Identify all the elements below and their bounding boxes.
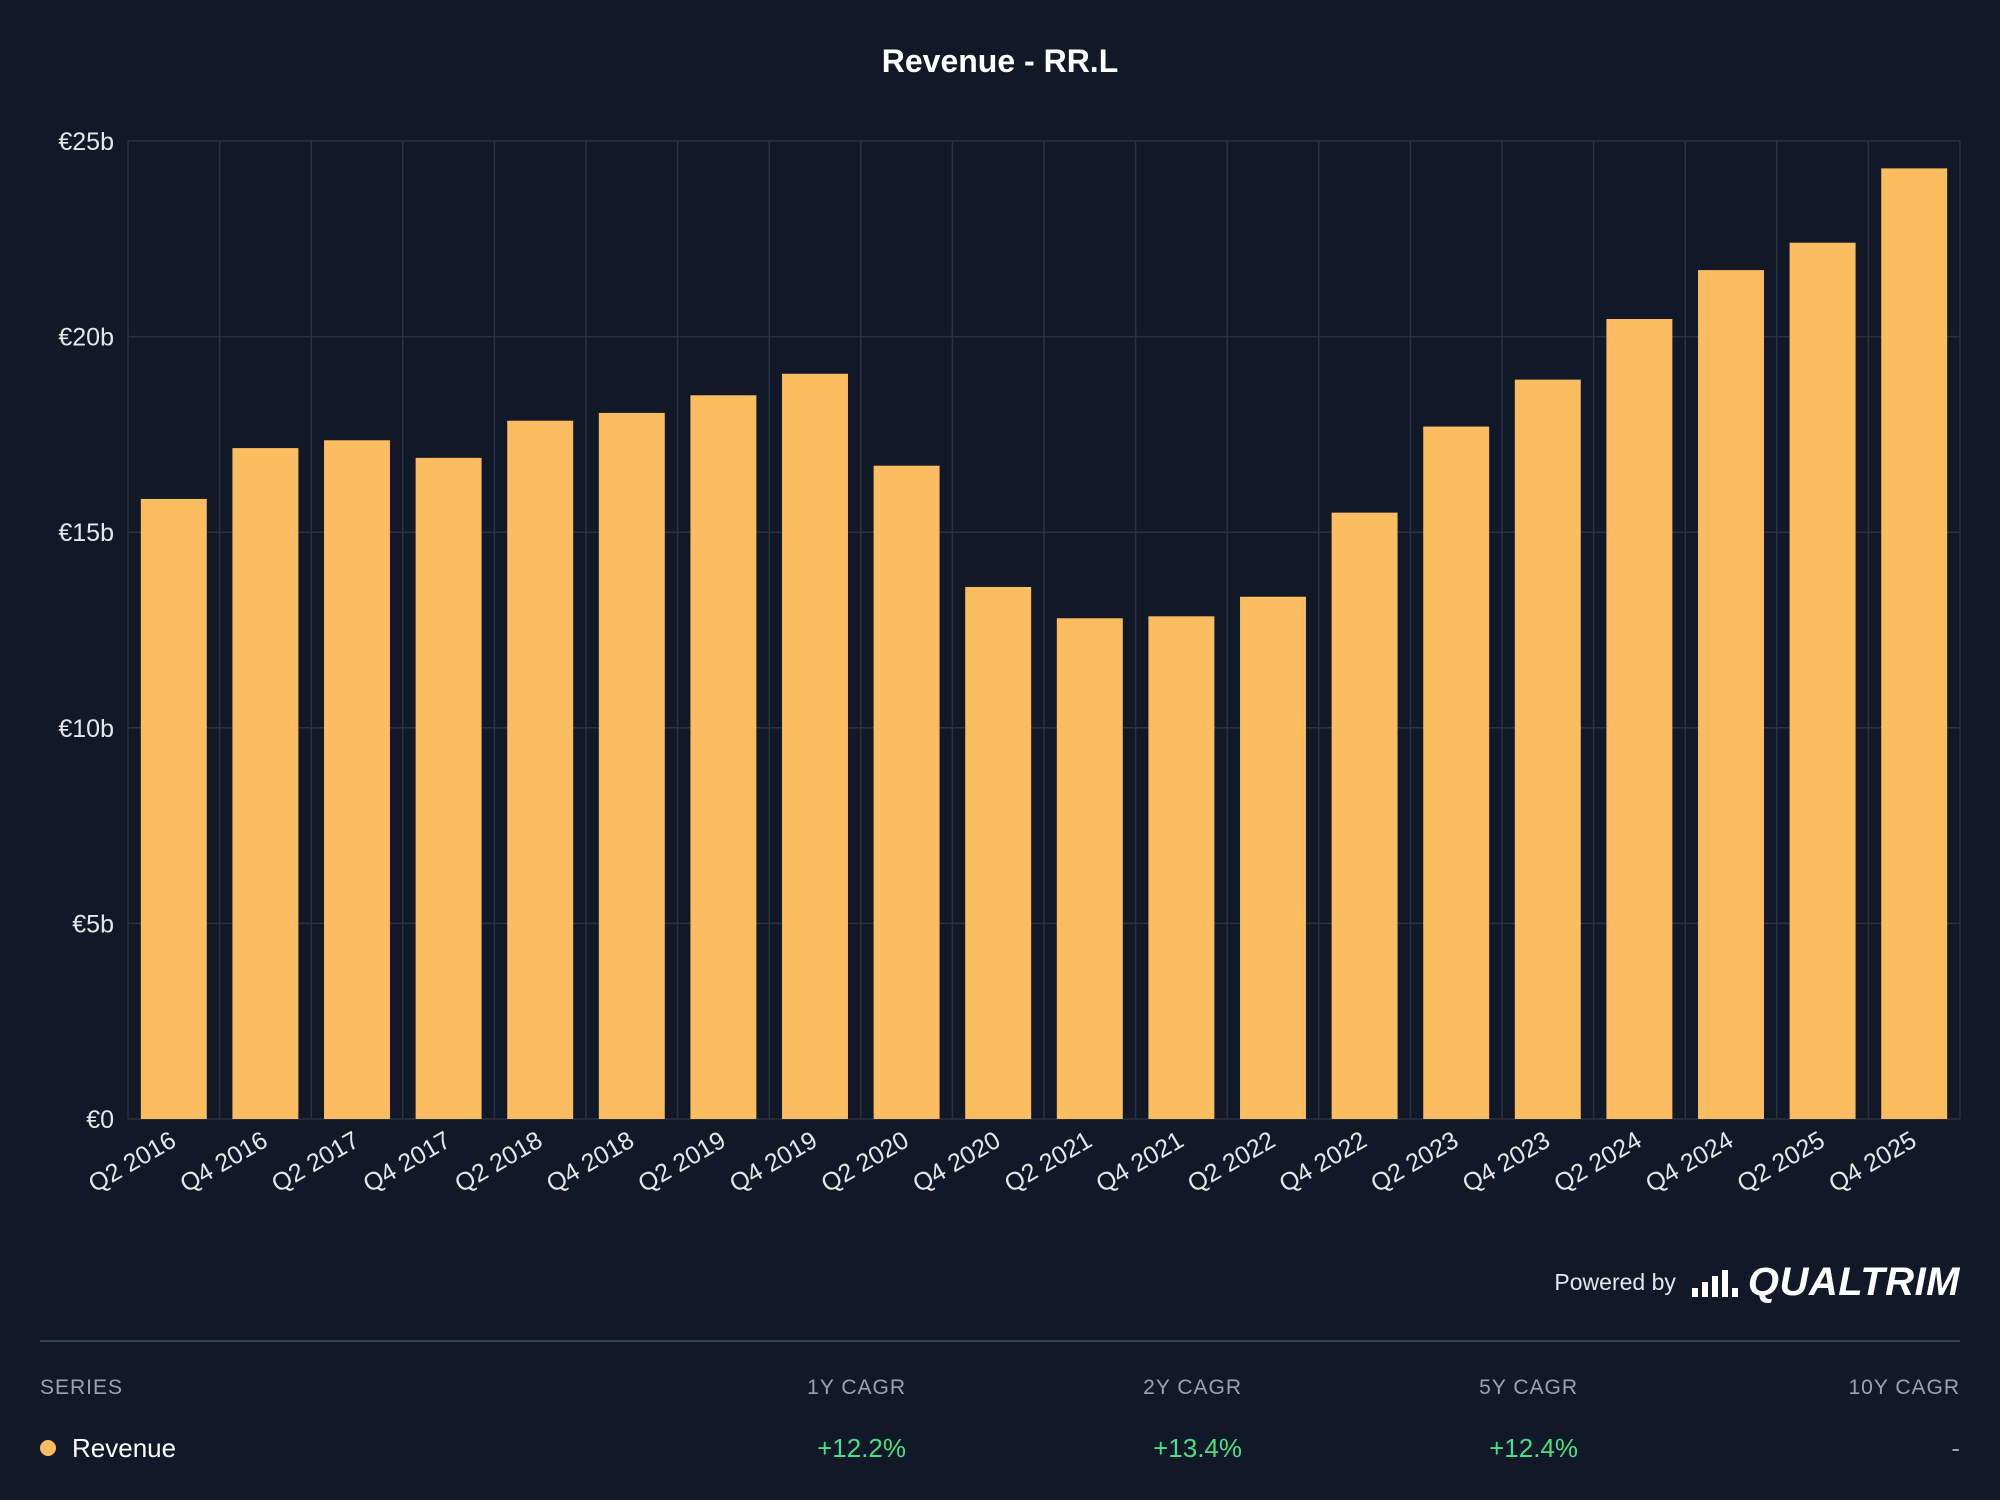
x-tick-label: Q4 2020 bbox=[908, 1126, 1005, 1198]
series-color-dot bbox=[40, 1440, 56, 1456]
brand-name: QUALTRIM bbox=[1747, 1259, 1960, 1304]
revenue-bar[interactable] bbox=[324, 440, 390, 1119]
revenue-bar[interactable] bbox=[232, 448, 299, 1119]
y-tick-label: €20b bbox=[58, 324, 114, 352]
x-tick-label: Q4 2019 bbox=[725, 1126, 822, 1198]
series-name-cell: Revenue bbox=[40, 1424, 176, 1472]
chart-bars bbox=[140, 168, 1948, 1120]
header-series: SERIES bbox=[40, 1376, 124, 1399]
revenue-bar[interactable] bbox=[1789, 242, 1856, 1119]
header-2y-cagr: 2Y CAGR bbox=[1143, 1376, 1242, 1399]
revenue-bar[interactable] bbox=[415, 457, 482, 1119]
revenue-bar[interactable] bbox=[1514, 379, 1581, 1120]
series-name: Revenue bbox=[72, 1433, 177, 1463]
table-header-row: SERIES 1Y CAGR 2Y CAGR 5Y CAGR 10Y CAGR bbox=[40, 1370, 1960, 1406]
revenue-bar[interactable] bbox=[690, 395, 757, 1119]
x-tick-label: Q2 2022 bbox=[1183, 1126, 1280, 1198]
x-tick-label: Q2 2019 bbox=[633, 1126, 730, 1198]
cagr-10y-value: - bbox=[1951, 1433, 1960, 1463]
x-tick-label: Q2 2021 bbox=[1000, 1126, 1097, 1198]
revenue-bar[interactable] bbox=[1423, 426, 1490, 1119]
x-tick-label: Q4 2017 bbox=[359, 1126, 456, 1198]
y-tick-label: €5b bbox=[72, 910, 114, 938]
cagr-table: SERIES 1Y CAGR 2Y CAGR 5Y CAGR 10Y CAGR … bbox=[40, 1370, 1960, 1472]
revenue-bar[interactable] bbox=[1606, 318, 1673, 1120]
revenue-bar[interactable] bbox=[1331, 512, 1398, 1119]
table-row[interactable]: Revenue +12.2% +13.4% +12.4% - bbox=[40, 1424, 1960, 1472]
revenue-bar[interactable] bbox=[873, 465, 940, 1119]
revenue-bar[interactable] bbox=[782, 373, 848, 1119]
x-tick-label: Q2 2016 bbox=[84, 1126, 181, 1198]
signal-bars-icon bbox=[1691, 1267, 1738, 1297]
revenue-bar[interactable] bbox=[598, 412, 665, 1119]
x-tick-label: Q2 2025 bbox=[1733, 1126, 1830, 1198]
chart-title: Revenue - RR.L bbox=[882, 43, 1118, 79]
revenue-bar[interactable] bbox=[1056, 618, 1123, 1119]
revenue-bar[interactable] bbox=[965, 586, 1032, 1119]
header-1y-cagr: 1Y CAGR bbox=[807, 1376, 906, 1399]
x-tick-label: Q4 2016 bbox=[175, 1126, 272, 1198]
cagr-1y-value: +12.2% bbox=[817, 1433, 906, 1463]
divider bbox=[40, 1340, 1960, 1342]
y-tick-label: €25b bbox=[58, 128, 114, 156]
chart-grid bbox=[127, 140, 1961, 1120]
x-tick-label: Q2 2024 bbox=[1549, 1126, 1646, 1198]
cagr-2y-value: +13.4% bbox=[1153, 1433, 1242, 1463]
revenue-bar[interactable] bbox=[1240, 596, 1306, 1119]
powered-by-footer: Powered by QUALTRIM bbox=[1554, 1259, 1960, 1305]
y-axis-ticks: €0 €5b €10b €15b €20b €25b bbox=[58, 128, 114, 1134]
x-tick-label: Q2 2020 bbox=[817, 1126, 914, 1198]
revenue-bar[interactable] bbox=[1148, 616, 1215, 1119]
y-tick-label: €0 bbox=[86, 1106, 114, 1134]
x-tick-label: Q4 2024 bbox=[1641, 1126, 1738, 1198]
revenue-bar[interactable] bbox=[507, 420, 574, 1119]
revenue-bar[interactable] bbox=[1698, 270, 1764, 1119]
brand-logo[interactable]: QUALTRIM bbox=[1691, 1259, 1960, 1305]
x-tick-label: Q4 2023 bbox=[1458, 1126, 1555, 1198]
x-tick-label: Q4 2018 bbox=[542, 1126, 639, 1198]
y-tick-label: €15b bbox=[58, 519, 114, 547]
x-tick-label: Q2 2023 bbox=[1366, 1126, 1463, 1198]
x-tick-label: Q2 2018 bbox=[450, 1126, 547, 1198]
header-10y-cagr: 10Y CAGR bbox=[1848, 1376, 1960, 1399]
revenue-bar[interactable] bbox=[1881, 168, 1948, 1119]
cagr-5y-value: +12.4% bbox=[1489, 1433, 1578, 1463]
powered-by-text: Powered by bbox=[1554, 1268, 1676, 1295]
x-tick-label: Q4 2025 bbox=[1824, 1126, 1921, 1198]
revenue-bar-chart: Revenue - RR.L €0 €5b €10b €15b €20b €25b Q2 … bbox=[58, 43, 1961, 1198]
revenue-bar[interactable] bbox=[140, 498, 207, 1119]
y-tick-label: €10b bbox=[58, 715, 114, 743]
x-tick-label: Q4 2021 bbox=[1091, 1126, 1188, 1198]
x-tick-label: Q2 2017 bbox=[267, 1126, 364, 1198]
header-5y-cagr: 5Y CAGR bbox=[1479, 1376, 1578, 1399]
x-tick-label: Q4 2022 bbox=[1275, 1126, 1372, 1198]
